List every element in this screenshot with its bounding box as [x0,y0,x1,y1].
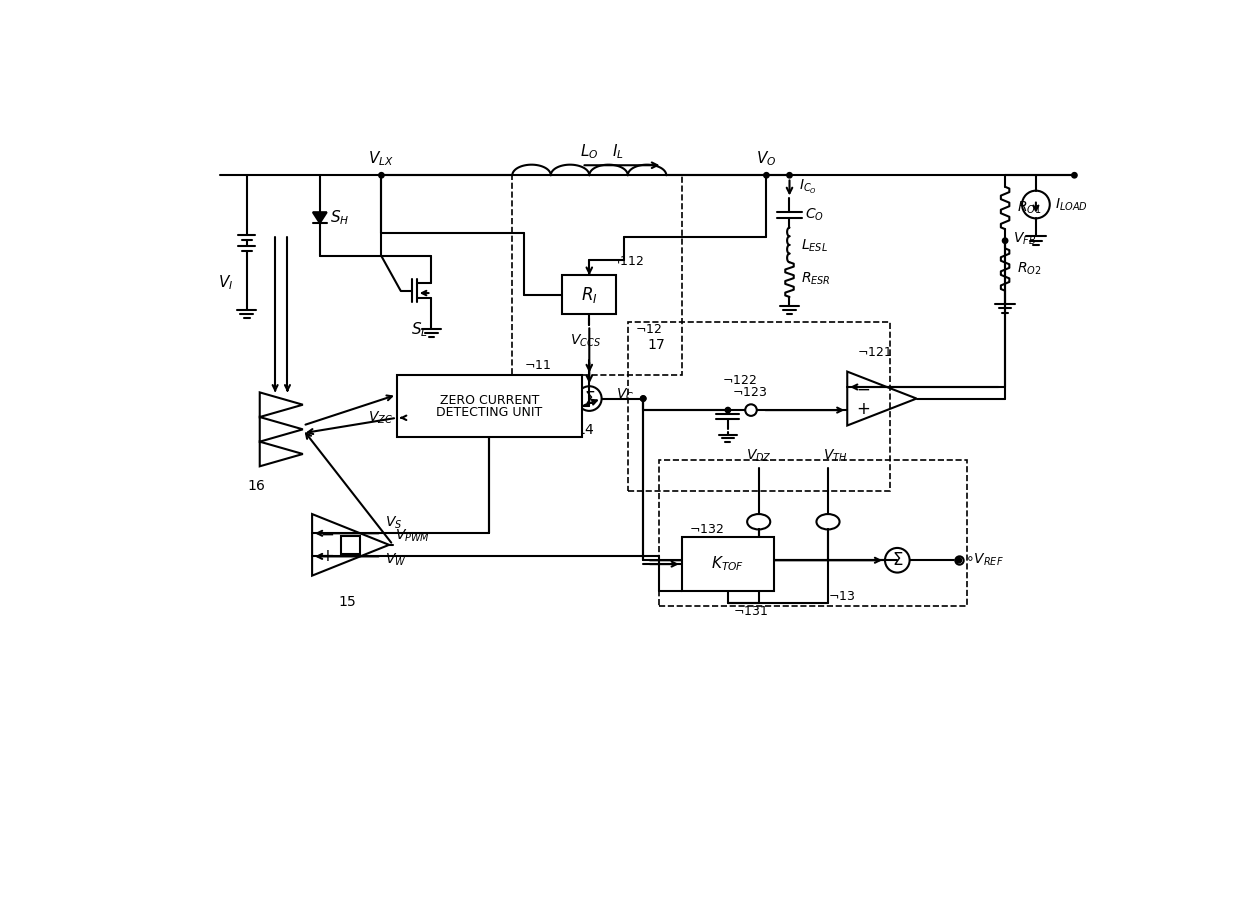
Circle shape [764,173,769,178]
Text: $V_O$: $V_O$ [756,149,776,167]
Text: $+$: $+$ [320,547,335,565]
Text: $V_{TH}$: $V_{TH}$ [823,447,848,464]
Bar [627,321,889,491]
Text: $L_O$: $L_O$ [580,143,599,161]
Text: $K_{TOF}$: $K_{TOF}$ [712,554,744,574]
Circle shape [725,407,730,413]
Text: $\neg 131$: $\neg 131$ [733,605,769,618]
Text: $\Sigma$: $\Sigma$ [584,390,595,407]
Text: $-$: $-$ [856,380,869,397]
Text: $\neg 13$: $\neg 13$ [828,589,856,603]
Text: $\neg 132$: $\neg 132$ [689,522,724,535]
Text: $V_W$: $V_W$ [386,552,407,568]
Text: $C_O$: $C_O$ [805,206,823,222]
Text: $V_{LX}$: $V_{LX}$ [368,149,394,167]
Text: $V_S$: $V_S$ [386,515,403,532]
Bar [682,537,774,591]
Text: $I_L$: $I_L$ [613,143,624,161]
Circle shape [1002,238,1008,243]
Circle shape [1071,173,1078,178]
Text: $17$: $17$ [647,338,666,351]
Text: $\circ V_{REF}$: $\circ V_{REF}$ [965,552,1004,568]
Text: $V_{CCS}$: $V_{CCS}$ [570,333,601,350]
Text: $V_{PWM}$: $V_{PWM}$ [396,527,430,544]
Circle shape [641,396,646,402]
Text: $16$: $16$ [247,479,265,493]
Circle shape [956,557,961,563]
Text: $+$: $+$ [856,400,869,417]
Bar [397,375,582,437]
Text: $R_{O2}$: $R_{O2}$ [1017,261,1042,277]
Text: $I_{C_O}$: $I_{C_O}$ [799,178,817,196]
Text: $L_{ESL}$: $L_{ESL}$ [801,238,828,254]
Text: $15$: $15$ [337,595,356,608]
Text: DETECTING UNIT: DETECTING UNIT [436,405,542,418]
Circle shape [378,173,384,178]
Text: $\neg 12$: $\neg 12$ [635,323,662,336]
Bar [658,460,967,607]
Text: $R_{O1}$: $R_{O1}$ [1017,199,1042,216]
Text: $R_I$: $R_I$ [582,285,598,305]
Bar [563,275,616,314]
Text: $V_{FB}$: $V_{FB}$ [1013,231,1035,246]
Text: $\neg 123$: $\neg 123$ [732,385,768,399]
Text: $14$: $14$ [577,424,595,437]
Text: $R_{ESR}$: $R_{ESR}$ [801,271,831,287]
Bar [512,176,682,375]
Text: $\Sigma$: $\Sigma$ [892,551,903,569]
Text: $S_L$: $S_L$ [412,320,428,339]
Text: ZERO CURRENT: ZERO CURRENT [439,394,539,407]
Text: $I_{LOAD}$: $I_{LOAD}$ [1055,197,1087,212]
Circle shape [787,173,792,178]
Text: $S_H$: $S_H$ [330,209,350,227]
Polygon shape [312,212,326,223]
Text: $\neg 112$: $\neg 112$ [609,254,644,268]
Text: $V_C$: $V_C$ [616,386,635,403]
Circle shape [641,396,646,402]
Text: $-$: $-$ [320,524,335,543]
Text: $\neg 11$: $\neg 11$ [523,359,551,371]
Bar [341,535,360,554]
Text: $\neg 121$: $\neg 121$ [857,346,892,359]
Text: $V_I$: $V_I$ [217,274,233,293]
Text: $\neg 122$: $\neg 122$ [722,374,756,387]
Text: $V_{ZC}$: $V_{ZC}$ [368,410,393,426]
Text: $V_{DZ}$: $V_{DZ}$ [745,447,771,464]
